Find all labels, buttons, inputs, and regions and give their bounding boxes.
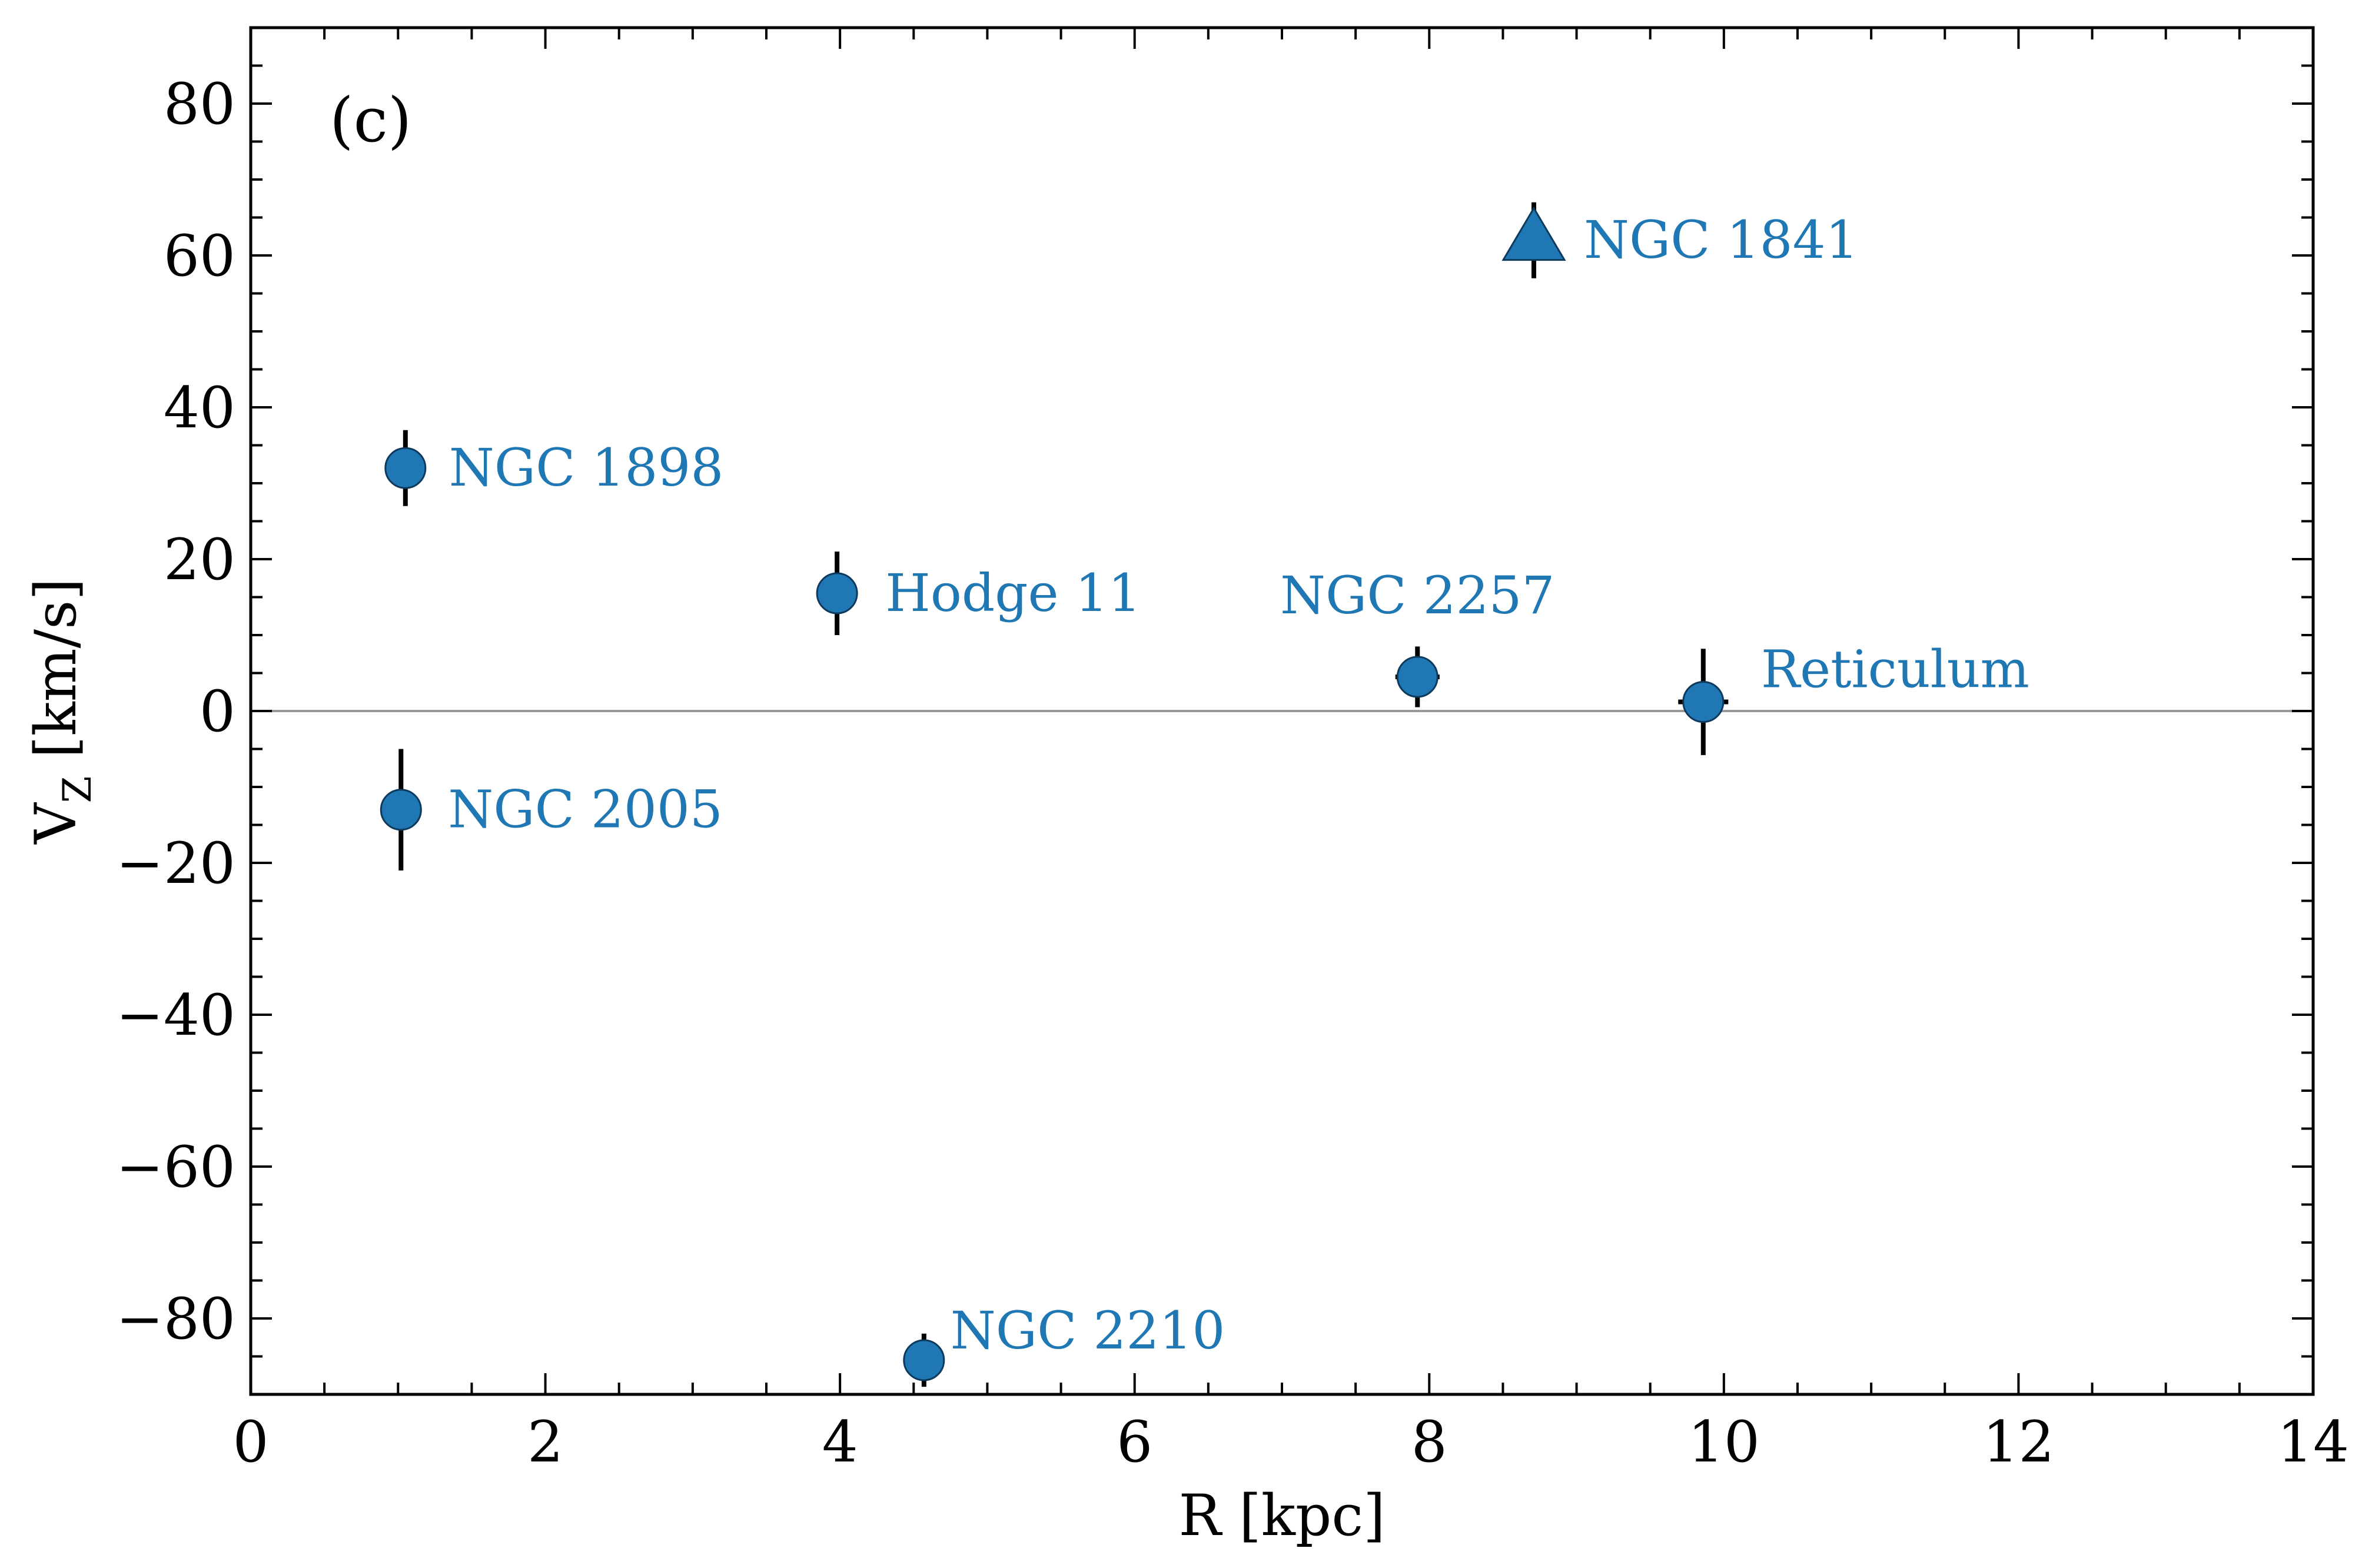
x-tick-label: 12 <box>1982 1409 2054 1475</box>
y-tick-label: 20 <box>164 527 235 593</box>
x-tick-label: 10 <box>1688 1409 1760 1475</box>
hodge-11-label: Hodge 11 <box>885 563 1141 623</box>
ngc-2257-marker <box>1396 656 1439 698</box>
x-tick-label: 6 <box>1117 1409 1152 1475</box>
ngc-2210-label: NGC 2210 <box>951 1300 1225 1361</box>
x-tick-label: 8 <box>1411 1409 1447 1475</box>
ngc-1898-label: NGC 1898 <box>449 437 724 498</box>
y-tick-label: −40 <box>116 982 235 1048</box>
y-axis-title-subscript: Z <box>55 776 100 803</box>
y-tick-label: 80 <box>164 71 235 137</box>
ngc-2257-label: NGC 2257 <box>1280 565 1555 626</box>
x-tick-label: 2 <box>527 1409 563 1475</box>
x-tick-label: 4 <box>822 1409 858 1475</box>
ngc-2005-marker <box>380 789 422 831</box>
y-axis-title: VZ [km/s] <box>23 578 100 844</box>
y-tick-label: −20 <box>116 830 235 896</box>
reticulum-label: Reticulum <box>1761 639 2029 700</box>
x-axis-title: R [kpc] <box>1178 1483 1385 1549</box>
y-tick-label: 40 <box>164 375 235 441</box>
y-tick-label: 0 <box>200 679 235 745</box>
hodge-11-marker <box>816 572 858 614</box>
plot-frame <box>249 26 2315 1396</box>
x-tick-label: 14 <box>2277 1409 2349 1475</box>
y-tick-label: −80 <box>116 1286 235 1352</box>
reticulum-marker <box>1682 681 1725 723</box>
y-tick-label: −60 <box>116 1134 235 1200</box>
ngc-2210-marker <box>903 1339 945 1381</box>
ngc-1841-label: NGC 1841 <box>1584 210 1859 270</box>
y-axis-title-main: V <box>23 802 89 845</box>
y-axis-title-tail: [km/s] <box>23 578 89 776</box>
panel-label: (c) <box>330 84 411 156</box>
ngc-1898-marker <box>384 447 427 489</box>
ngc-2005-label: NGC 2005 <box>448 779 723 840</box>
y-tick-label: 60 <box>164 223 235 289</box>
x-tick-label: 0 <box>232 1409 268 1475</box>
ngc-1841-marker <box>1501 206 1566 261</box>
